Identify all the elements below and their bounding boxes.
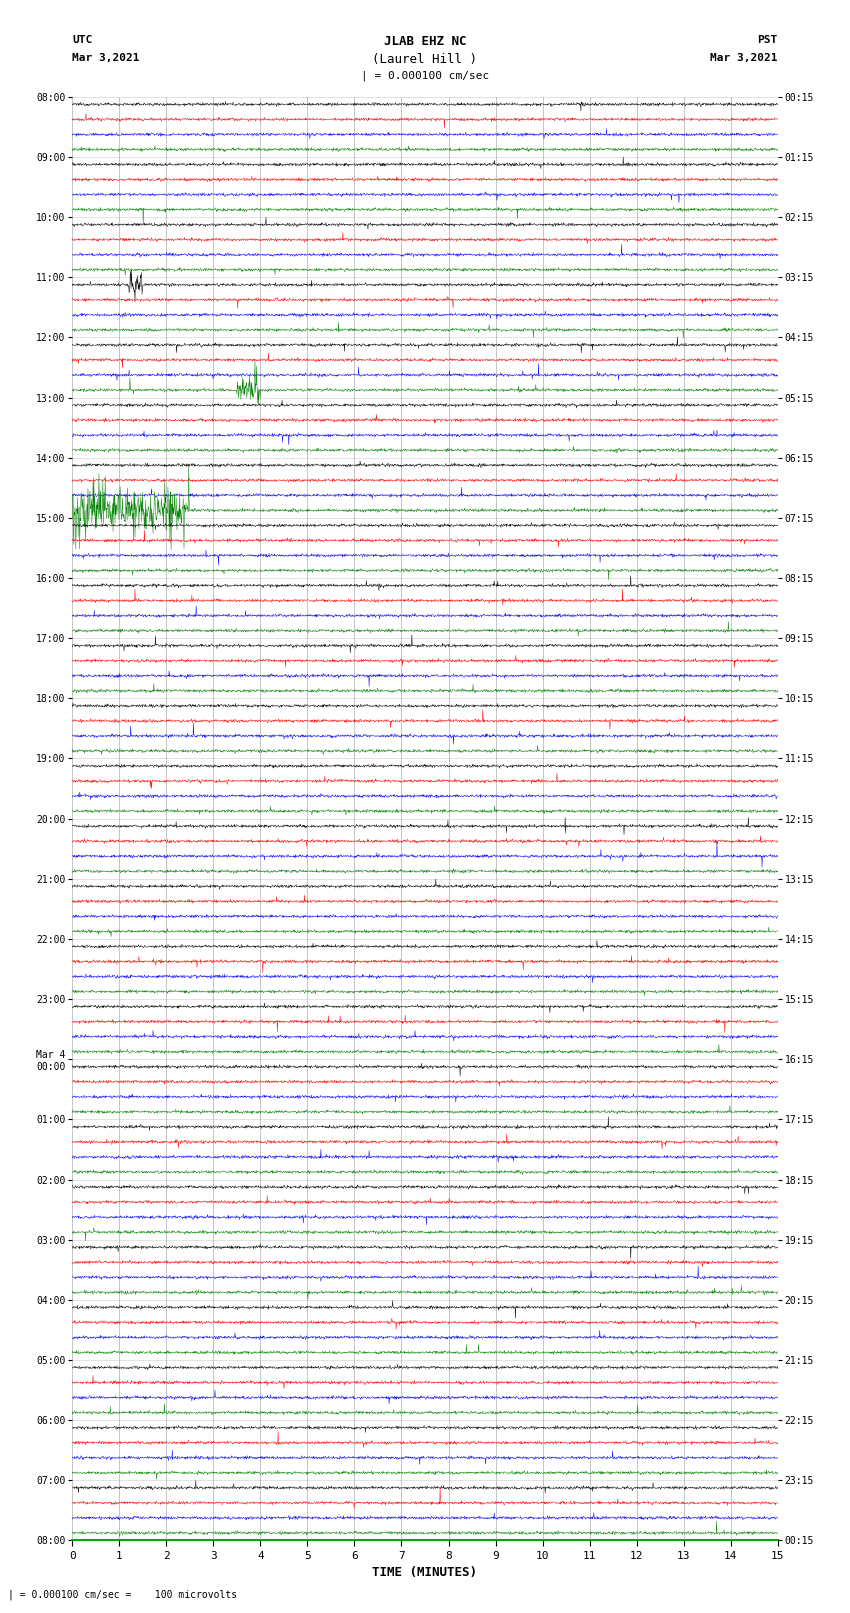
Text: | = 0.000100 cm/sec: | = 0.000100 cm/sec xyxy=(361,71,489,82)
Text: UTC: UTC xyxy=(72,35,93,45)
Text: JLAB EHZ NC: JLAB EHZ NC xyxy=(383,35,467,48)
Text: (Laurel Hill ): (Laurel Hill ) xyxy=(372,53,478,66)
X-axis label: TIME (MINUTES): TIME (MINUTES) xyxy=(372,1566,478,1579)
Text: PST: PST xyxy=(757,35,778,45)
Text: Mar 3,2021: Mar 3,2021 xyxy=(711,53,778,63)
Text: | = 0.000100 cm/sec =    100 microvolts: | = 0.000100 cm/sec = 100 microvolts xyxy=(8,1589,238,1600)
Text: Mar 3,2021: Mar 3,2021 xyxy=(72,53,139,63)
